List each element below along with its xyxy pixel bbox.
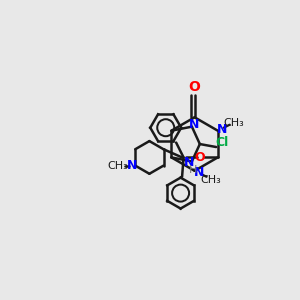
Text: N: N — [194, 166, 204, 179]
Text: O: O — [189, 80, 200, 94]
Text: N: N — [217, 123, 227, 136]
Text: N: N — [189, 118, 200, 131]
Text: CH₃: CH₃ — [201, 175, 221, 185]
Text: H: H — [189, 165, 198, 176]
Text: Cl: Cl — [215, 136, 229, 149]
Text: N: N — [184, 156, 195, 170]
Text: N: N — [127, 159, 137, 172]
Text: CH₃: CH₃ — [107, 160, 128, 171]
Text: O: O — [195, 151, 205, 164]
Text: CH₃: CH₃ — [224, 118, 244, 128]
